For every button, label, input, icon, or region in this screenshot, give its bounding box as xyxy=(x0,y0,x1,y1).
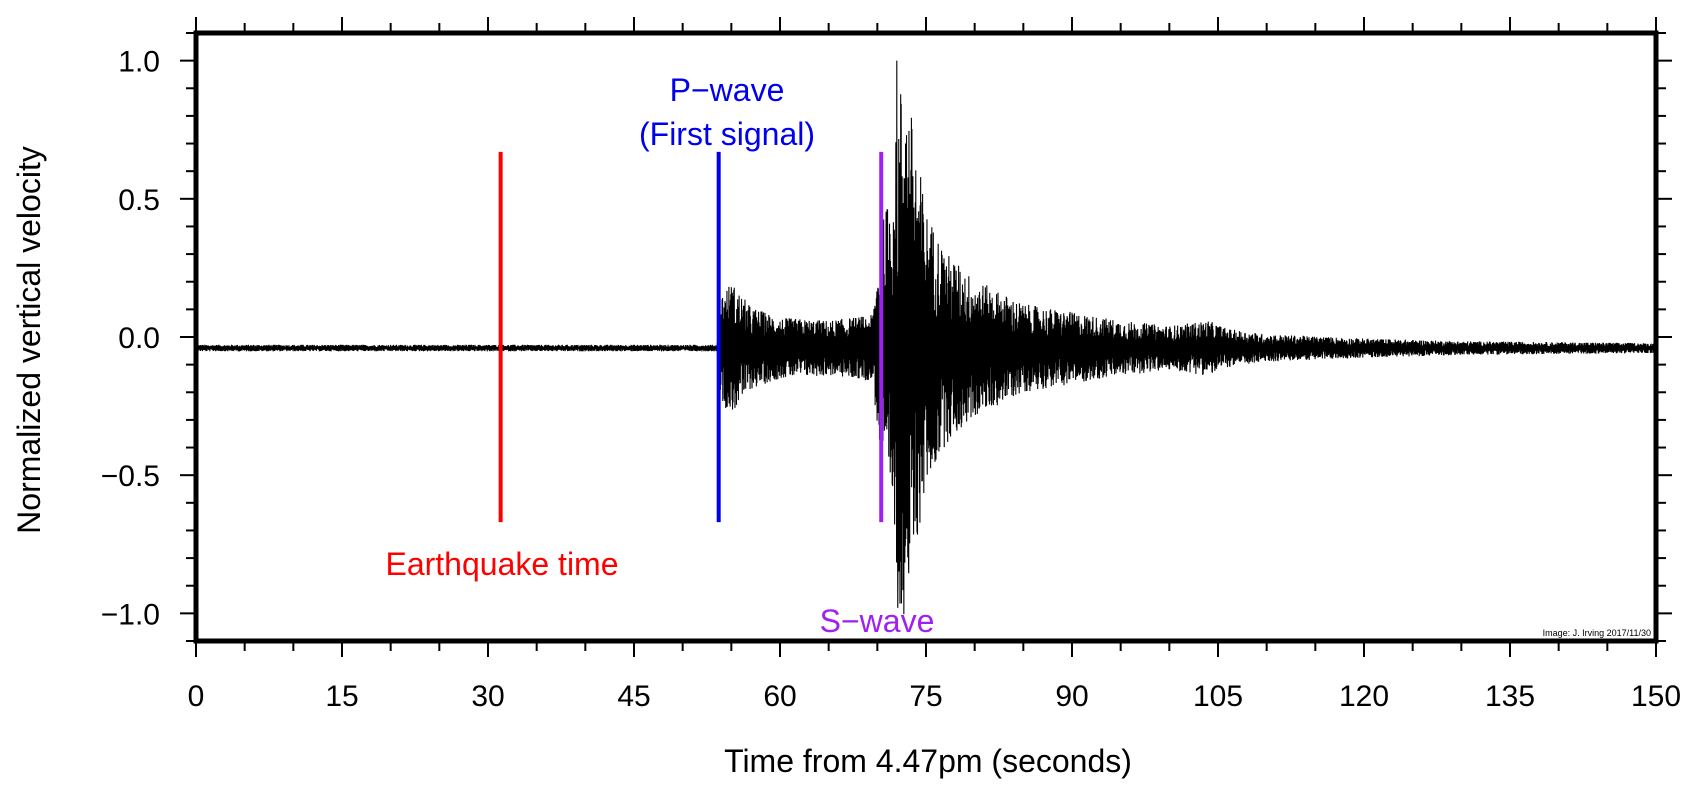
y-axis-title: Normalized vertical velocity xyxy=(11,146,47,534)
x-tick-label: 0 xyxy=(188,680,205,713)
x-tick-label: 105 xyxy=(1193,680,1243,713)
y-tick-label: −1.0 xyxy=(101,598,160,631)
p-wave-label-line-2: (First signal) xyxy=(639,116,815,152)
p-wave-label-line-1: P−wave xyxy=(670,72,785,108)
x-tick-label: 150 xyxy=(1631,680,1681,713)
s-wave-label: S−wave xyxy=(820,603,935,639)
x-tick-label: 60 xyxy=(763,680,796,713)
x-tick-label: 15 xyxy=(325,680,358,713)
earthquake-time-label: Earthquake time xyxy=(385,546,618,582)
x-axis-title: Time from 4.47pm (seconds) xyxy=(724,743,1132,779)
seismogram-trace xyxy=(195,60,1657,615)
x-tick-label: 75 xyxy=(909,680,942,713)
x-tick-label: 120 xyxy=(1339,680,1389,713)
x-tick-label: 135 xyxy=(1485,680,1535,713)
x-tick-label: 90 xyxy=(1055,680,1088,713)
y-tick-label: 0.5 xyxy=(118,184,160,217)
y-tick-label: −0.5 xyxy=(101,460,160,493)
image-credit: Image: J. Irving 2017/11/30 xyxy=(1543,628,1651,638)
plot-frame xyxy=(193,30,1659,644)
x-tick-label: 45 xyxy=(617,680,650,713)
y-tick-label: 1.0 xyxy=(118,46,160,79)
y-tick-label: 0.0 xyxy=(118,322,160,355)
x-tick-label: 30 xyxy=(471,680,504,713)
